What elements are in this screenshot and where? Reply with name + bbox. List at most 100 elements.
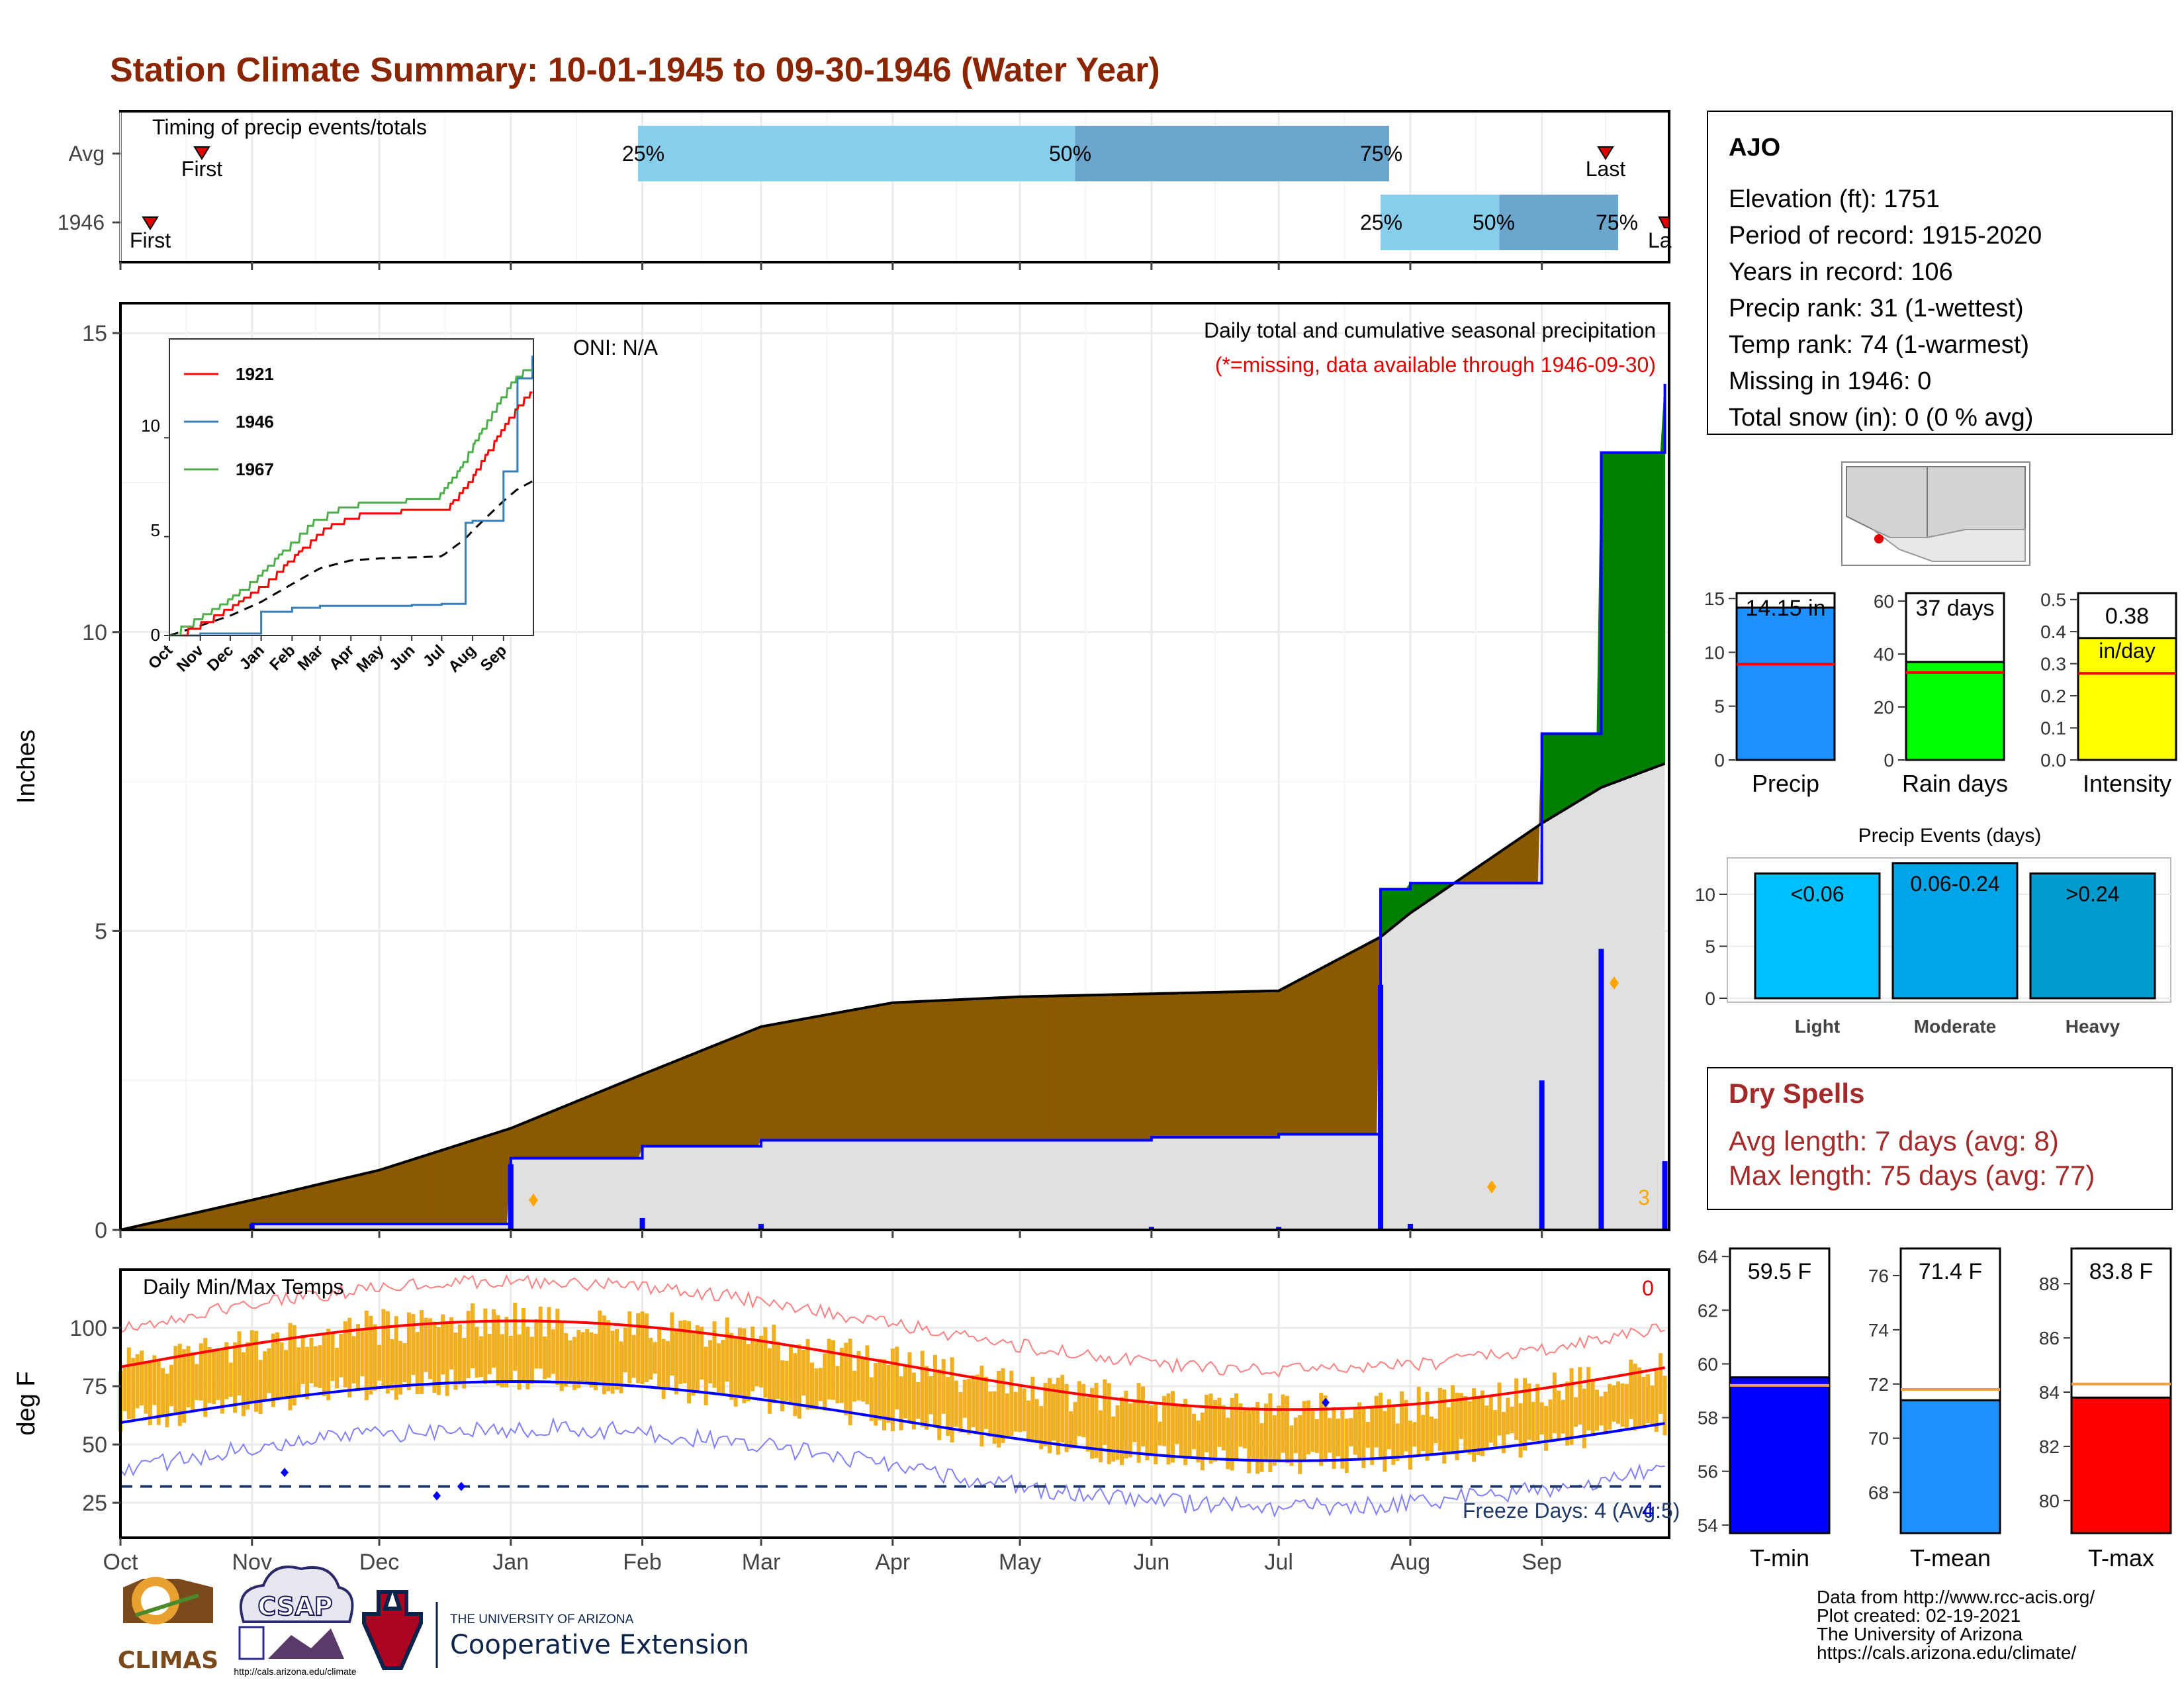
precip-ytick-0: 0 (95, 1218, 107, 1243)
temp-daily-bar-318 (1467, 1401, 1472, 1455)
temp-daily-bar-145 (733, 1336, 738, 1407)
temp-daily-bar-12 (169, 1364, 173, 1407)
temp-daily-bar-88 (492, 1309, 496, 1368)
temp-daily-bar-364 (1662, 1376, 1667, 1436)
intensity-summary-ytick-3: 0.3 (2040, 654, 2066, 675)
intensity-summary-bar (2077, 637, 2177, 761)
temp-daily-bar-10 (161, 1368, 165, 1415)
locator-map (1841, 461, 2030, 566)
temp-daily-bar-301 (1395, 1423, 1400, 1461)
temp-daily-bar-275 (1285, 1395, 1290, 1464)
month-label-mar: Mar (742, 1550, 781, 1575)
temp-daily-bar-325 (1497, 1382, 1502, 1436)
temp-y-axis: 25 50 75 100 (69, 1316, 120, 1516)
temp-daily-bar-172 (848, 1338, 852, 1426)
temp-daily-bar-204 (983, 1376, 988, 1429)
tmin-summary-ytick-3: 60 (1698, 1354, 1718, 1374)
temp-daily-bar-45 (309, 1337, 314, 1383)
temp-daily-bar-226 (1077, 1381, 1081, 1436)
temp-daily-bar-335 (1539, 1402, 1544, 1435)
precip-summary-ytick-2: 10 (1704, 642, 1725, 663)
temp-daily-bar-188 (916, 1382, 921, 1419)
temp-daily-bar-260 (1221, 1405, 1226, 1451)
temp-daily-bar-125 (649, 1337, 653, 1380)
timing-avg-bar-25-50 (638, 126, 1075, 181)
temp-daily-bar-281 (1310, 1411, 1315, 1452)
temp-count-top: 0 (1642, 1276, 1654, 1300)
inset-line-1967 (169, 369, 533, 637)
temp-daily-bar-135 (691, 1331, 696, 1396)
temp-daily-bar-93 (513, 1302, 518, 1371)
temp-daily-bar-223 (1064, 1383, 1069, 1452)
temp-daily-bar-249 (1175, 1404, 1179, 1444)
temp-daily-bar-101 (547, 1307, 551, 1378)
temp-daily-bar-18 (195, 1364, 199, 1401)
precip-daily-bar-14 (1662, 1161, 1668, 1230)
temp-daily-bar-195 (946, 1377, 950, 1436)
temp-daily-bar-211 (1013, 1391, 1018, 1432)
month-label-feb: Feb (623, 1550, 662, 1575)
temp-daily-bar-79 (453, 1333, 458, 1390)
temp-daily-bar-240 (1136, 1383, 1141, 1463)
tmin-summary-ytick-1: 56 (1698, 1462, 1718, 1482)
temp-daily-bar-303 (1404, 1399, 1408, 1452)
temp-daily-bar-30 (246, 1342, 250, 1410)
temp-daily-bar-261 (1226, 1417, 1230, 1470)
temp-daily-bar-119 (623, 1327, 627, 1373)
temp-daily-bar-238 (1128, 1403, 1132, 1458)
tmax-summary-ytick-1: 82 (2039, 1436, 2060, 1457)
temp-daily-bar-62 (381, 1309, 386, 1386)
temp-daily-bar-43 (300, 1336, 305, 1384)
tmean-summary-ytick-1: 70 (1868, 1429, 1889, 1449)
timing-avg-last-marker: Last (1586, 146, 1625, 181)
temp-daily-bar-65 (394, 1316, 398, 1400)
temp-daily-bar-306 (1416, 1387, 1421, 1455)
summary-bars: 0 5 10 15 Precip 14.15 in 0 20 40 60 Rain days 37 d… (1704, 588, 2177, 797)
temp-daily-bar-245 (1158, 1421, 1162, 1446)
ua-cooperative-extension: Cooperative Extension (450, 1630, 749, 1660)
inset-ytick-0: 0 (151, 625, 160, 645)
temp-daily-bar-357 (1633, 1364, 1637, 1431)
temp-daily-bar-114 (602, 1315, 606, 1395)
temp-daily-bar-210 (1009, 1370, 1014, 1436)
raindays-summary-ytick-0: 0 (1884, 750, 1894, 771)
temp-daily-bar-19 (199, 1343, 203, 1401)
temp-daily-bar-115 (606, 1320, 611, 1391)
freeze-label: Freeze Days: 4 (Avg:5) (1463, 1499, 1680, 1523)
temp-daily-bar-288 (1340, 1409, 1345, 1469)
temp-daily-bar-100 (543, 1336, 547, 1380)
temp-daily-bar-344 (1578, 1367, 1582, 1425)
temp-daily-bar-317 (1463, 1396, 1468, 1453)
temp-daily-bar-296 (1374, 1395, 1379, 1448)
month-label-apr: Apr (875, 1550, 910, 1575)
temp-daily-bar-112 (594, 1333, 598, 1391)
tmax-summary-value: 83.8 F (2089, 1259, 2153, 1284)
temp-daily-bar-358 (1637, 1367, 1642, 1427)
temp-daily-bar-309 (1429, 1416, 1433, 1456)
temp-daily-bar-307 (1421, 1415, 1426, 1452)
intensity-summary-unit: in/day (2099, 639, 2155, 663)
temp-daily-bar-48 (322, 1333, 326, 1397)
temp-avg-low-line (120, 1380, 1665, 1462)
temp-daily-bar-203 (979, 1366, 984, 1447)
station-line-missing: Missing in 1946: 0 (1729, 367, 1931, 395)
temp-daily-bar-109 (580, 1332, 585, 1382)
precip-daily-bar-10 (1378, 984, 1384, 1230)
temp-daily-bar-308 (1425, 1391, 1430, 1461)
temp-daily-bar-269 (1259, 1423, 1264, 1472)
temp-daily-bar-350 (1603, 1391, 1608, 1432)
temp-daily-bar-42 (296, 1347, 301, 1397)
temp-daily-bar-113 (598, 1310, 602, 1382)
temp-daily-bar-107 (572, 1336, 576, 1390)
intensity-summary-ytick-1: 0.1 (2040, 718, 2066, 739)
map-mexico (1872, 529, 2026, 562)
temp-ytick-1: 50 (82, 1432, 107, 1458)
precip-daily-bar-3 (508, 1164, 514, 1230)
temp-daily-bar-278 (1298, 1415, 1302, 1474)
temp-daily-bar-345 (1582, 1388, 1586, 1448)
precip-daily-bar-4 (639, 1217, 645, 1230)
temp-daily-bar-312 (1442, 1389, 1447, 1464)
temp-daily-bar-340 (1561, 1399, 1565, 1434)
temp-daily-bar-186 (907, 1352, 912, 1424)
temp-daily-bar-332 (1527, 1383, 1531, 1440)
